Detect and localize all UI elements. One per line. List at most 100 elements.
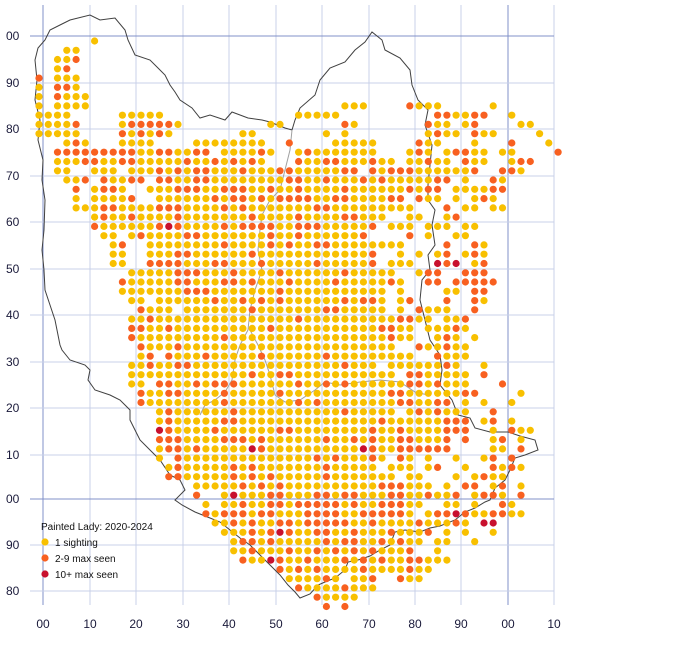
record-dot: [295, 575, 303, 583]
record-dot: [53, 111, 62, 119]
record-dot: [369, 519, 377, 527]
record-dot: [146, 213, 154, 221]
record-dot: [211, 436, 219, 444]
record-dot: [406, 565, 414, 574]
record-dot: [230, 426, 238, 434]
record-dot: [137, 306, 145, 314]
record-dot: [146, 343, 154, 351]
record-dot: [396, 500, 405, 509]
record-dot: [295, 454, 303, 462]
record-dot: [341, 157, 349, 166]
record-dot: [341, 167, 349, 175]
record-dot: [406, 510, 414, 518]
record-dot: [128, 120, 136, 128]
record-dot: [341, 454, 349, 462]
record-dot: [165, 306, 173, 314]
record-dot: [276, 463, 284, 471]
record-dot: [526, 120, 534, 128]
record-dot: [100, 222, 108, 230]
record-dot: [452, 473, 460, 481]
record-dot: [406, 148, 414, 156]
record-dot: [332, 232, 340, 240]
record-dot: [396, 547, 405, 555]
record-dot: [183, 185, 191, 193]
record-dot: [313, 213, 321, 221]
record-dot: [267, 167, 275, 175]
record-dot: [341, 371, 349, 379]
record-dot: [128, 269, 136, 277]
record-dot: [53, 83, 62, 91]
record-dot: [415, 157, 423, 166]
record-dot: [285, 398, 293, 407]
record-dot: [230, 269, 238, 277]
record-dot: [276, 222, 284, 230]
record-dot: [415, 482, 423, 490]
record-dot: [155, 111, 164, 119]
record-dot: [146, 306, 154, 314]
record-dot: [341, 482, 349, 490]
record-dot: [193, 324, 201, 332]
record-dot: [230, 297, 238, 305]
record-dot: [313, 547, 321, 555]
record-dot: [387, 389, 395, 397]
record-dot: [174, 473, 182, 481]
record-dot: [248, 241, 256, 249]
record-dot: [396, 361, 405, 369]
record-dot: [165, 436, 173, 444]
record-dot: [517, 389, 525, 397]
record-dot: [72, 148, 80, 156]
record-dot: [285, 361, 293, 369]
record-dot: [369, 324, 377, 332]
record-dot: [332, 510, 340, 518]
record-dot: [322, 500, 330, 509]
record-dot: [248, 130, 256, 138]
record-dot: [257, 445, 266, 453]
record-dot: [461, 380, 469, 388]
record-dot: [165, 371, 173, 379]
record-dot: [322, 417, 330, 425]
record-dot: [257, 250, 266, 258]
record-dot: [211, 417, 219, 425]
record-dot: [304, 278, 312, 286]
record-dot: [369, 213, 377, 221]
record-dot: [230, 343, 238, 351]
record-dot: [480, 473, 488, 481]
record-dot: [267, 538, 275, 546]
record-dot: [81, 157, 89, 166]
record-dot: [193, 389, 201, 397]
record-dot: [174, 297, 182, 305]
record-dot: [415, 398, 423, 407]
record-dot: [239, 167, 247, 175]
record-dot: [193, 352, 201, 360]
record-dot: [220, 380, 228, 388]
record-dot: [248, 528, 256, 536]
record-dot: [415, 565, 423, 574]
record-dot: [267, 315, 275, 323]
record-dot: [387, 315, 395, 323]
record-dot: [434, 426, 442, 434]
record-dot: [295, 204, 303, 212]
record-dot: [452, 361, 460, 369]
record-dot: [350, 575, 358, 583]
record-dot: [257, 463, 266, 471]
record-dot: [434, 398, 442, 407]
record-dot: [434, 259, 442, 268]
record-dot: [452, 426, 460, 434]
record-dot: [230, 176, 238, 184]
record-dot: [359, 519, 367, 527]
record-dot: [350, 500, 358, 509]
record-dot: [369, 389, 377, 397]
record-dot: [146, 232, 154, 240]
record-dot: [230, 463, 238, 471]
legend: Painted Lady: 2020-2024 1 sighting 2-9 m…: [41, 522, 153, 581]
record-dot: [313, 241, 321, 249]
record-dot: [174, 417, 182, 425]
record-dot: [498, 204, 507, 212]
record-dot: [276, 176, 284, 184]
record-dot: [378, 167, 386, 175]
record-dot: [295, 463, 303, 471]
record-dot: [155, 287, 164, 295]
record-dot: [350, 185, 358, 193]
record-dot: [350, 380, 358, 388]
record-dot: [415, 473, 423, 481]
